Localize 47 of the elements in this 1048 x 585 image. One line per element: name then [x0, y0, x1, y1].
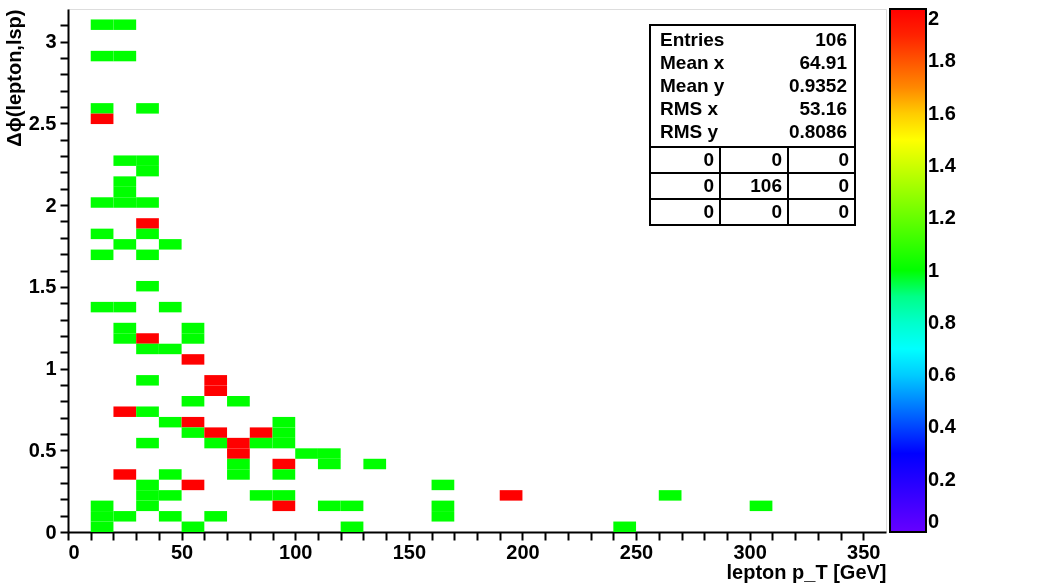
annotation: 0 [703, 201, 714, 222]
color-bar-label: 0.8 [928, 310, 956, 333]
y-axis-title: Δϕ(lepton,lsp) [2, 9, 25, 147]
color-bar-label: 0.2 [928, 467, 956, 490]
color-bar-label: 1.8 [928, 49, 956, 72]
color-bar-label: 1.4 [928, 153, 957, 176]
annotation: 0.9352 [788, 75, 847, 96]
x-tick-label: 200 [506, 540, 540, 563]
annotation: 0 [838, 149, 849, 170]
x-tick-label: 0 [68, 540, 80, 563]
annotation: 64.91 [799, 52, 848, 73]
y-tick-label: 2.5 [28, 111, 57, 134]
annotation: 0 [771, 149, 782, 170]
annotation: Entries [660, 29, 725, 50]
x-tick-label: 100 [279, 540, 313, 563]
color-bar-label: 1.2 [928, 206, 956, 229]
x-axis-title: lepton p_T [GeV] [726, 560, 887, 583]
annotation: 0 [703, 149, 714, 170]
annotation: Mean x [660, 52, 725, 73]
color-bar-label: 1.6 [928, 101, 956, 124]
annotation: RMS x [660, 98, 719, 119]
annotation: 0 [838, 175, 849, 196]
x-tick-label: 250 [619, 540, 654, 563]
y-tick-label: 0 [45, 520, 57, 543]
y-tick-label: 0.5 [28, 438, 57, 461]
y-tick-label: 1.5 [28, 275, 57, 298]
color-bar-label: 1 [928, 258, 940, 281]
color-bar-label: 2 [928, 7, 940, 29]
annotation: RMS y [660, 121, 719, 142]
color-bar-label: 0 [928, 510, 940, 532]
annotation: 0 [703, 175, 714, 196]
annotation: 106 [750, 175, 782, 196]
color-bar-label: 0.4 [928, 415, 957, 438]
annotation: 0 [838, 201, 849, 222]
x-tick-label: 350 [847, 540, 881, 563]
x-tick-label: 50 [170, 540, 194, 563]
annotation: 0 [771, 201, 782, 222]
annotation: 53.16 [799, 98, 847, 119]
y-tick-label: 1 [45, 357, 57, 380]
annotation: 106 [815, 29, 847, 50]
y-tick-label: 2 [45, 193, 57, 216]
y-tick-label: 3 [45, 30, 57, 53]
annotation: 0.8086 [788, 121, 847, 142]
x-tick-label: 300 [733, 540, 767, 563]
annotation: Mean y [660, 75, 725, 96]
x-tick-label: 150 [392, 540, 427, 563]
color-bar-label: 0.6 [928, 363, 956, 386]
